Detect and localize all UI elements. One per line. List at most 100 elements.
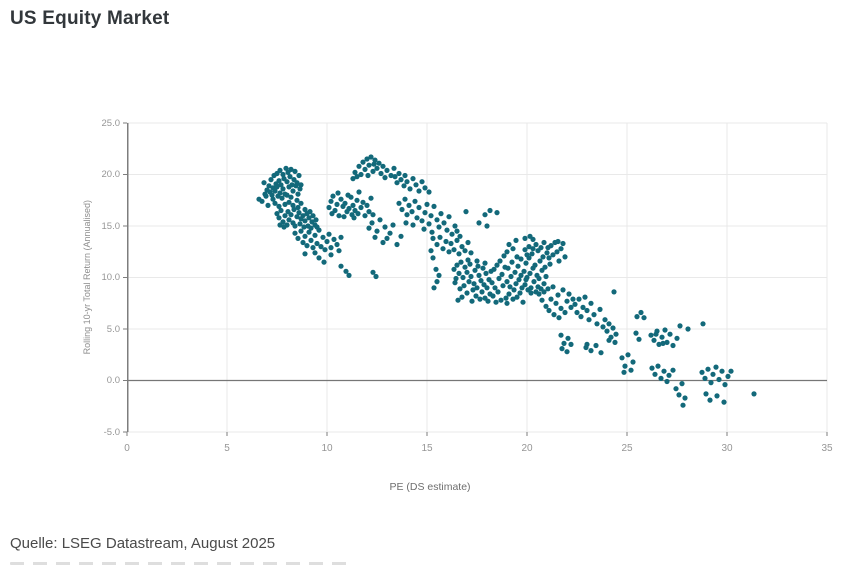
data-point (284, 179, 290, 185)
data-point (661, 368, 667, 374)
data-point (568, 341, 574, 347)
data-point (512, 269, 518, 275)
data-point (680, 402, 686, 408)
data-point (426, 189, 432, 195)
data-point (586, 317, 592, 323)
data-point (648, 332, 654, 338)
data-point (490, 293, 496, 299)
data-point (544, 250, 550, 256)
y-tick-label: 20.0 (101, 169, 121, 180)
data-point (454, 228, 460, 234)
data-point (276, 215, 282, 221)
data-point (382, 175, 388, 181)
data-point (503, 295, 509, 301)
data-point (274, 211, 280, 217)
data-point (561, 340, 567, 346)
data-point (438, 211, 444, 217)
x-tick-label: 15 (421, 443, 433, 454)
data-point (296, 210, 302, 216)
data-point (526, 244, 532, 250)
data-point (474, 258, 480, 264)
data-point (649, 365, 655, 371)
data-point (500, 283, 506, 289)
data-point (302, 233, 308, 239)
data-point (295, 204, 301, 211)
data-point (354, 197, 360, 203)
data-point (346, 205, 352, 212)
data-point (394, 180, 400, 186)
data-point (479, 289, 485, 295)
data-point (362, 213, 368, 219)
data-point (621, 369, 627, 375)
data-point (456, 270, 462, 276)
data-point (562, 254, 568, 260)
data-point (300, 213, 306, 219)
data-point (472, 267, 478, 273)
data-point (638, 309, 644, 316)
data-point (699, 369, 705, 375)
data-point (380, 163, 386, 169)
data-point (306, 215, 312, 221)
data-point (371, 161, 377, 167)
data-point (278, 182, 284, 188)
data-point (282, 213, 288, 219)
x-tick-label: 35 (821, 443, 833, 454)
data-point (477, 296, 483, 302)
data-point (446, 214, 452, 220)
scatter-plot (123, 122, 828, 436)
data-point (335, 190, 341, 196)
data-point (656, 341, 662, 347)
y-tick-label: 25.0 (101, 117, 121, 129)
data-point (294, 180, 300, 186)
data-point (682, 395, 688, 401)
data-point (312, 232, 318, 238)
data-point (391, 165, 397, 171)
data-point (728, 368, 734, 374)
data-point (374, 165, 380, 171)
data-point (702, 375, 708, 381)
data-point (707, 397, 713, 403)
data-point (334, 241, 340, 248)
data-point (710, 371, 716, 377)
data-point (358, 204, 364, 211)
data-point (504, 300, 510, 306)
data-point (289, 182, 295, 188)
data-point (568, 304, 574, 310)
data-point (536, 291, 542, 297)
data-point (518, 272, 524, 278)
data-point (270, 196, 276, 202)
data-point (535, 284, 541, 290)
data-point (419, 179, 425, 185)
data-point (652, 371, 658, 377)
data-point (302, 251, 308, 257)
data-point (384, 167, 390, 173)
clipped-text-remnant (10, 562, 355, 565)
data-point (336, 213, 342, 219)
data-point (558, 332, 564, 338)
data-point (482, 260, 488, 266)
data-point (314, 240, 320, 247)
data-point (547, 261, 553, 267)
data-point (294, 197, 300, 203)
data-point (582, 294, 588, 300)
data-point (664, 339, 670, 345)
data-point (475, 263, 481, 269)
data-point (509, 259, 515, 265)
data-point (396, 170, 402, 177)
data-point (633, 330, 639, 336)
data-point (540, 254, 546, 260)
data-point (506, 291, 512, 297)
data-point (574, 309, 580, 316)
data-point (714, 393, 720, 399)
data-point (304, 243, 310, 249)
data-point (566, 291, 572, 297)
data-point (622, 363, 628, 369)
data-point (510, 296, 516, 302)
data-point (406, 202, 412, 208)
data-point (460, 274, 466, 281)
data-point (330, 193, 336, 199)
data-point (324, 238, 330, 245)
data-point (578, 314, 584, 320)
data-point (455, 297, 461, 303)
data-point (655, 363, 661, 369)
